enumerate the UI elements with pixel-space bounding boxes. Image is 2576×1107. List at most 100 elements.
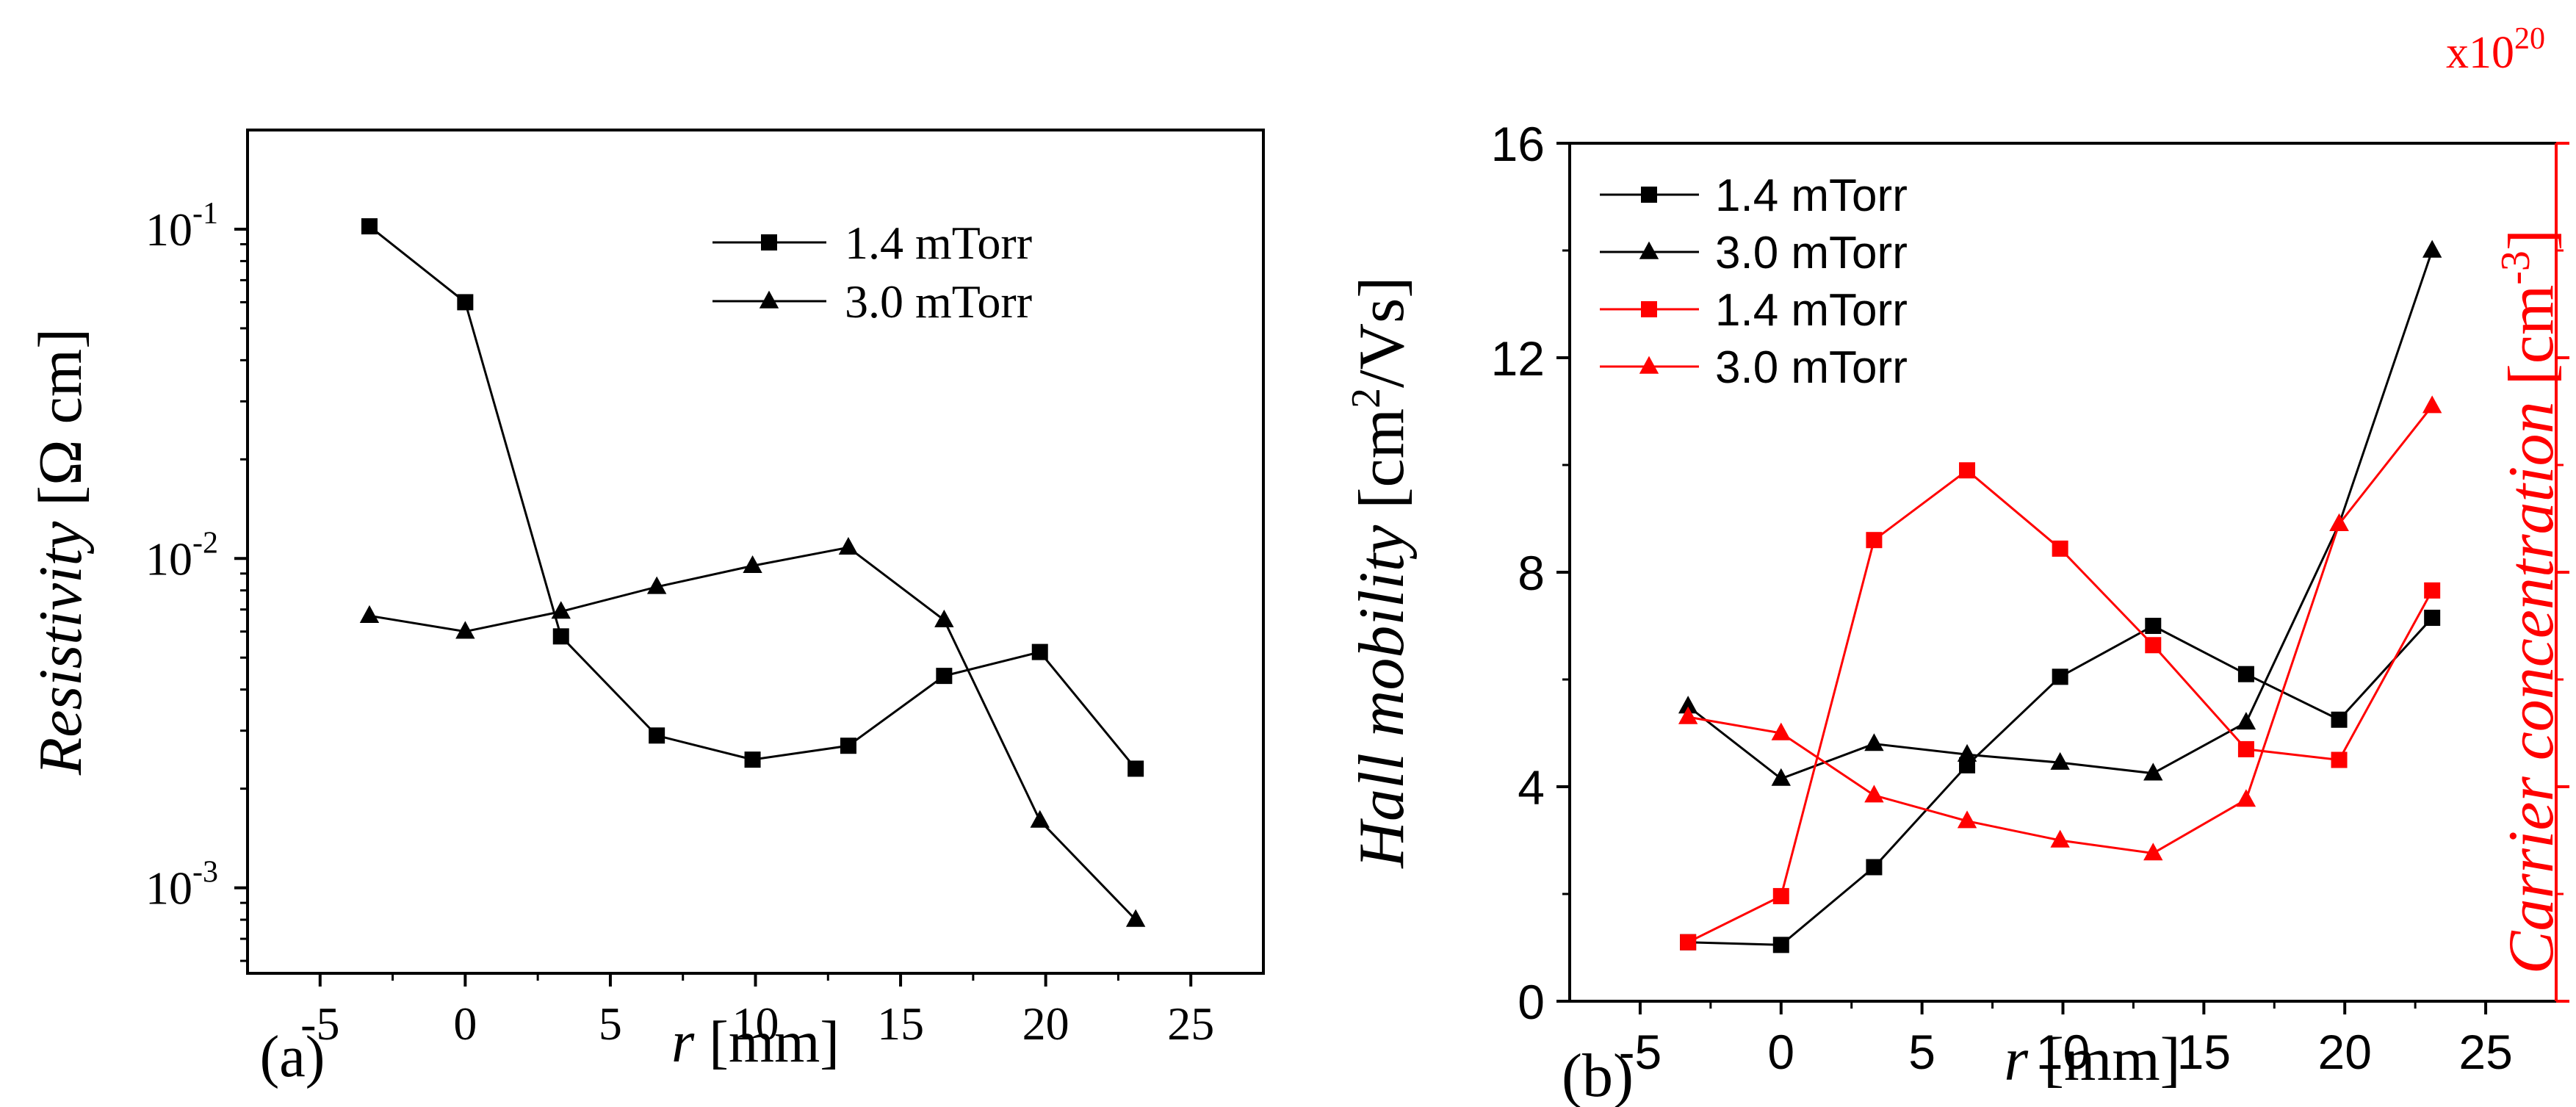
x-tick-label: -5 [1619, 1025, 1662, 1079]
data-point [1771, 722, 1791, 740]
series-0 [361, 218, 1144, 777]
x-tick-label: 20 [2318, 1025, 2372, 1079]
legend-label: 1.4 mTorr [1715, 285, 1908, 336]
series-1 [359, 536, 1146, 927]
x-tick-label: 20 [1022, 998, 1069, 1050]
data-point [1678, 706, 1698, 724]
legend-marker [759, 290, 779, 309]
data-point [1957, 743, 1977, 762]
panel-b: -50510152025048121602468x1020r [mm]Hall … [1343, 22, 2569, 1107]
x-tick-label: 0 [453, 998, 477, 1050]
data-point [457, 294, 474, 311]
data-point [2422, 395, 2442, 414]
data-point [1959, 462, 1976, 479]
series-line [369, 546, 1137, 921]
data-point [552, 628, 569, 645]
data-point [1772, 887, 1789, 904]
x-tick-label: 15 [877, 998, 924, 1050]
data-point [2331, 751, 2348, 768]
x-axis-label: r [mm] [671, 1010, 840, 1075]
series-0 [1680, 610, 2441, 953]
legend: 1.4 mTorr 3.0 mTorr [712, 217, 1032, 328]
data-point [361, 218, 378, 235]
series-line [1688, 617, 2434, 946]
legend-marker [1641, 187, 1657, 203]
series-line [1687, 405, 2434, 855]
legend-label: 3.0 mTorr [1715, 228, 1908, 278]
data-point [455, 621, 475, 639]
x-tick-label: 15 [2177, 1025, 2231, 1079]
data-point [934, 609, 954, 627]
data-point [838, 536, 859, 555]
y-axis-label: Resistivity [Ω cm] [26, 328, 95, 776]
y-left-tick-label: 12 [1491, 331, 1545, 386]
legend: 1.4 mTorr 3.0 mTorr 1.4 mTorr 3.0 mTorr [1600, 170, 1908, 393]
data-point [936, 668, 953, 685]
y-right-axis-label: Carrier concentration [cm-3] [2493, 229, 2567, 975]
panel-label: (b) [1562, 1042, 1634, 1107]
series-2 [1680, 462, 2441, 951]
x-tick-label: 25 [1167, 998, 1214, 1050]
x-tick-label: 10 [732, 998, 779, 1050]
legend-label: 3.0 mTorr [1715, 342, 1908, 393]
x-tick-label: 10 [2036, 1025, 2090, 1079]
x-tick-label: 25 [2458, 1025, 2512, 1079]
data-point [2237, 666, 2254, 682]
legend-marker [1639, 241, 1659, 259]
data-point [359, 605, 380, 623]
data-point [2422, 239, 2442, 258]
data-point [2145, 618, 2162, 634]
y-right-multiplier: x1020 [2446, 22, 2545, 78]
data-point [1866, 532, 1883, 549]
data-point [2236, 789, 2256, 807]
data-point [2331, 711, 2348, 728]
data-point [1957, 810, 1977, 829]
x-tick-label: 5 [1908, 1025, 1935, 1079]
data-point [1864, 785, 1884, 803]
data-point [1031, 643, 1048, 660]
data-point [1771, 768, 1791, 786]
y-left-tick-label: 8 [1518, 546, 1545, 600]
x-axis-label: r [mm] [2004, 1025, 2180, 1094]
data-point [2052, 540, 2068, 557]
legend-label: 3.0 mTorr [845, 275, 1032, 328]
data-point [1680, 934, 1697, 951]
x-tick-label: 0 [1767, 1025, 1794, 1079]
data-point [2424, 582, 2441, 599]
data-point [2236, 712, 2256, 730]
y-left-axis-label: Hall mobility [cm2/Vs] [1343, 276, 1418, 868]
y-left-tick-label: 4 [1518, 760, 1545, 815]
data-point [2424, 610, 2441, 627]
data-point [2329, 513, 2349, 532]
data-point [1866, 859, 1883, 876]
data-point [2052, 668, 2068, 685]
data-point [743, 555, 762, 573]
y-tick-label: 10-1 [145, 197, 218, 256]
data-point [1125, 909, 1146, 927]
plot-frame [246, 129, 1265, 975]
data-point [840, 738, 856, 754]
data-point [551, 601, 571, 619]
data-point [2143, 762, 2163, 781]
y-left-tick-label: 0 [1518, 975, 1545, 1029]
data-point [1128, 760, 1144, 777]
data-point [1864, 733, 1884, 751]
legend-label: 1.4 mTorr [845, 217, 1032, 269]
data-point [1678, 696, 1698, 714]
legend-label: 1.4 mTorr [1715, 170, 1908, 221]
data-point [646, 576, 667, 594]
data-point [2145, 637, 2162, 654]
data-point [1030, 809, 1050, 828]
data-point [649, 727, 665, 744]
data-point [2050, 751, 2070, 770]
x-tick-label: -5 [300, 998, 339, 1050]
data-point [744, 751, 761, 768]
data-point [2050, 829, 2070, 848]
panel-a: -5 0 5 10 15 20 25 10-3 10-2 10-1 r [mm] Resistivit… [26, 129, 1265, 1089]
legend-marker [761, 234, 777, 250]
series-3 [1678, 395, 2442, 861]
legend-marker [1641, 301, 1657, 317]
panel-label: (a) [260, 1025, 325, 1089]
data-point [1772, 937, 1789, 953]
